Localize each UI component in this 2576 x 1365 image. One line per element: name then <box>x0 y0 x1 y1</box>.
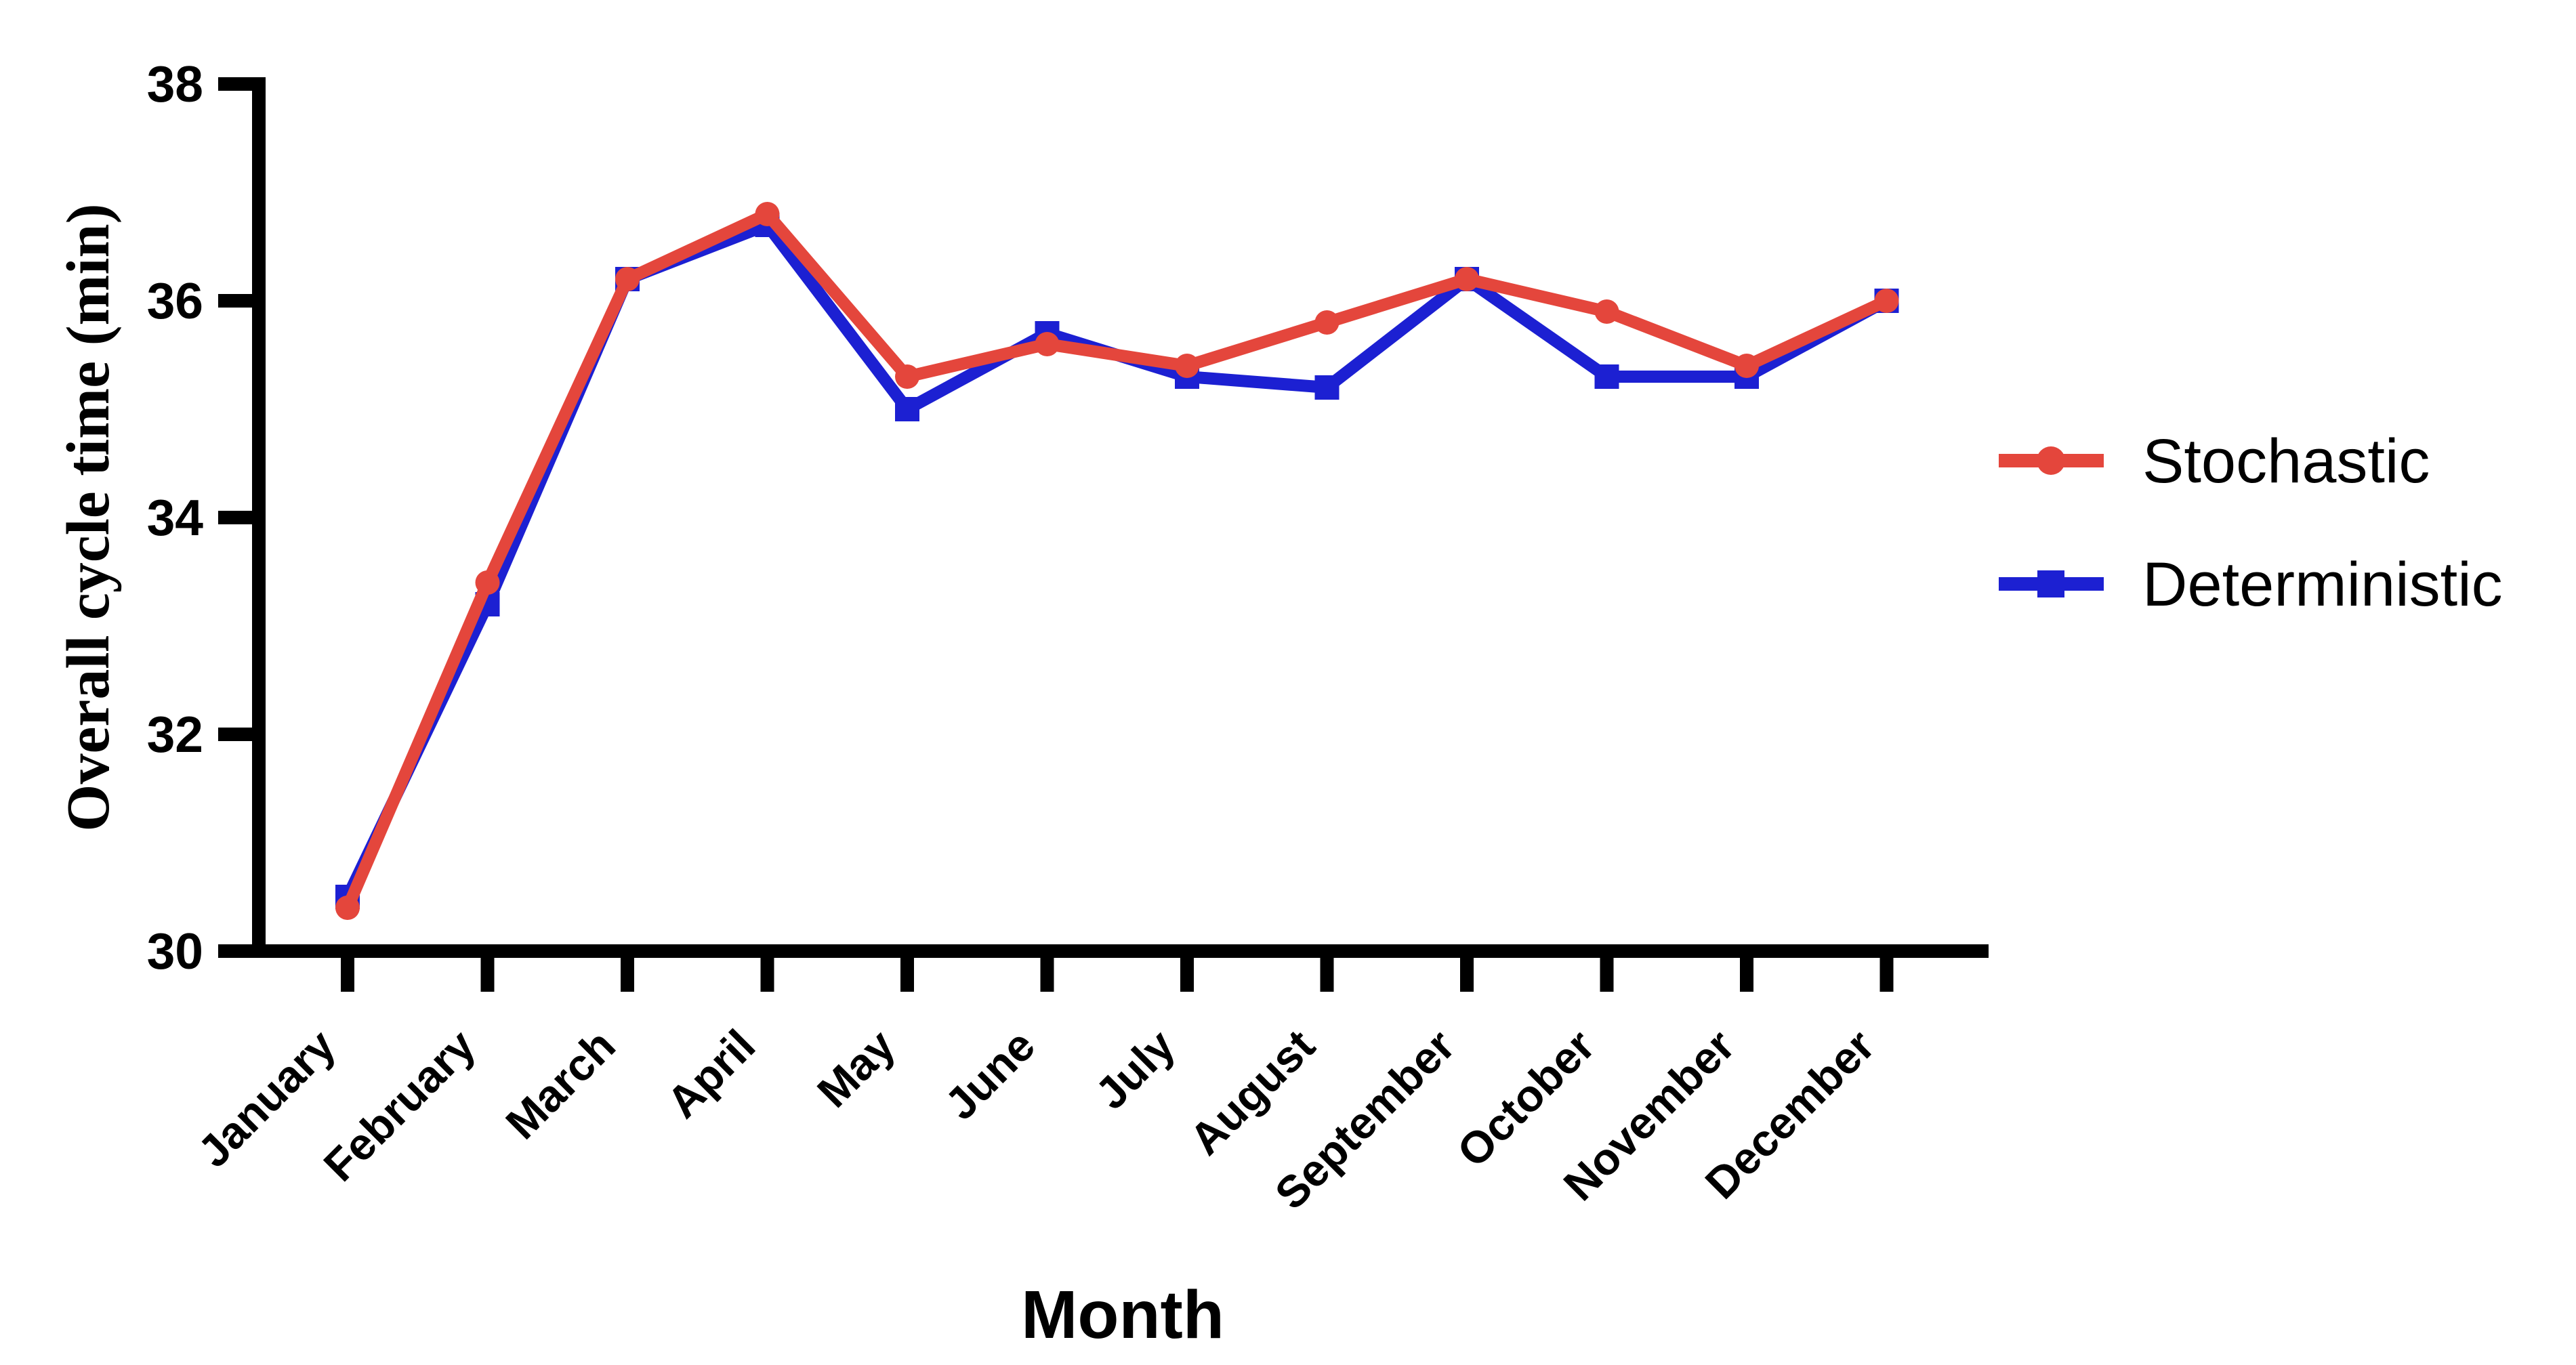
x-tick <box>1040 958 1054 992</box>
x-tick <box>621 958 634 992</box>
data-point-marker-circle <box>755 202 780 226</box>
legend-item-deterministic: Deterministic <box>1999 550 2503 619</box>
data-point-marker-square <box>895 397 919 421</box>
data-point-marker-circle <box>1455 267 1479 291</box>
y-tick <box>218 728 252 741</box>
x-tick-label: April <box>657 1020 765 1128</box>
x-tick <box>1180 958 1194 992</box>
legend-item-stochastic: Stochastic <box>1999 427 2430 496</box>
x-tick-label: August <box>1180 1020 1324 1164</box>
x-tick <box>1879 958 1894 992</box>
series-stochastic <box>335 202 1899 920</box>
y-tick-label: 30 <box>147 923 203 980</box>
data-point-marker-square <box>1594 364 1619 389</box>
x-tick <box>1740 958 1753 992</box>
data-point-marker-circle <box>1035 332 1060 356</box>
legend-label-deterministic: Deterministic <box>2142 550 2503 619</box>
x-tick-label: February <box>314 1020 484 1190</box>
legend: Stochastic Deterministic <box>1999 427 2503 619</box>
y-tick <box>218 944 252 958</box>
x-tick-label: March <box>496 1020 625 1149</box>
data-point-marker-circle <box>1314 310 1339 335</box>
data-point-marker-circle <box>1734 354 1759 378</box>
y-tick-label: 34 <box>147 489 204 546</box>
data-point-marker-circle <box>1175 354 1199 378</box>
x-tick-label: June <box>935 1020 1044 1129</box>
y-tick-label: 36 <box>147 272 203 329</box>
x-tick <box>480 958 495 992</box>
data-point-marker-circle <box>895 364 919 389</box>
data-point-marker-square <box>1314 375 1339 400</box>
x-tick-label: May <box>808 1020 905 1116</box>
y-tick <box>218 511 252 524</box>
y-tick <box>218 77 252 91</box>
x-tick <box>1460 958 1474 992</box>
x-tick <box>900 958 914 992</box>
y-axis-title: Overall cycle time (min) <box>55 203 122 831</box>
data-point-marker-circle <box>615 267 640 291</box>
x-axis-title: Month <box>1021 1277 1224 1353</box>
series-stochastic-line <box>341 206 1890 910</box>
x-tick <box>341 958 354 992</box>
y-tick <box>218 294 252 308</box>
series-layer <box>335 202 1899 920</box>
data-point-marker-circle <box>475 570 500 595</box>
legend-marker-circle-stochastic <box>2037 446 2065 475</box>
data-point-marker-circle <box>1594 299 1619 324</box>
data-point-marker-circle <box>1874 289 1899 313</box>
x-tick <box>1600 958 1614 992</box>
legend-label-stochastic: Stochastic <box>2142 427 2430 496</box>
x-tick <box>760 958 774 992</box>
legend-marker-square-deterministic <box>2037 570 2064 597</box>
x-tick <box>1320 958 1334 992</box>
x-axis-line <box>245 944 1989 958</box>
series-deterministic <box>335 213 1899 909</box>
data-point-marker-circle <box>335 896 360 920</box>
x-tick-label: July <box>1085 1020 1184 1118</box>
y-tick-label: 32 <box>147 706 203 763</box>
y-axis-line <box>252 77 266 958</box>
y-tick-label: 38 <box>147 56 203 112</box>
